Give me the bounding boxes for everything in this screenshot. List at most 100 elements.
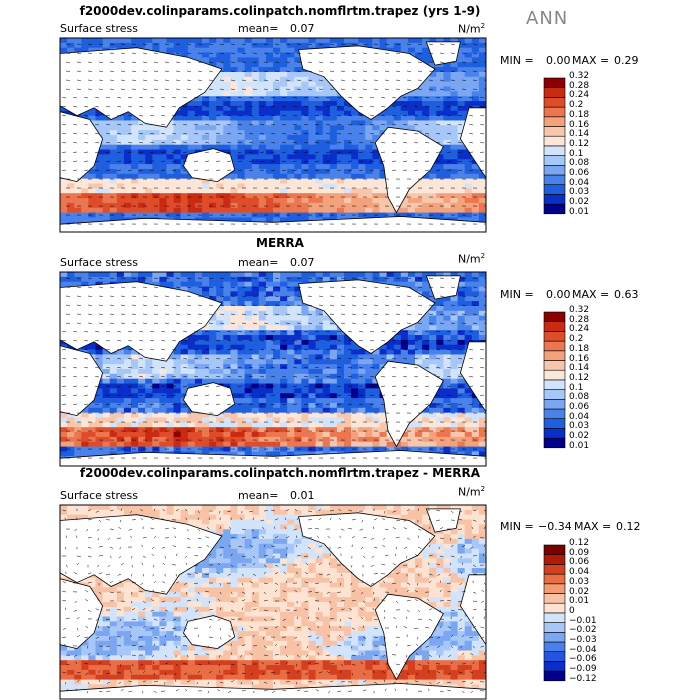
- panel-2-max-value: 0.63: [614, 288, 639, 301]
- continent-outline: [374, 360, 444, 448]
- colorbar-tick-label: 0.18: [569, 343, 590, 354]
- panel-1-frame: [59, 37, 487, 233]
- colorbar-swatch: [543, 602, 566, 614]
- colorbar-tick-label: 0.16: [569, 119, 590, 130]
- colorbar-tick-label: 0.09: [569, 547, 590, 558]
- colorbar-tick-label: 0.24: [569, 324, 590, 335]
- panel-2-units: N/m2: [458, 252, 486, 266]
- colorbar-swatch: [543, 544, 566, 555]
- panel-3-max-label: MAX =: [574, 520, 612, 533]
- colorbar-swatch: [543, 418, 566, 429]
- colorbar-swatch: [543, 116, 566, 127]
- colorbar-swatch: [543, 564, 566, 575]
- colorbar-swatch: [543, 350, 566, 361]
- colorbar-swatch: [543, 612, 566, 623]
- panel-3-frame: [59, 504, 487, 700]
- colorbar-tick-label: 0.06: [569, 168, 590, 178]
- colorbar-2: [543, 311, 566, 449]
- colorbar-tick-label: 0.2: [569, 334, 584, 345]
- continent-outline: [183, 148, 236, 183]
- colorbar-swatch: [543, 145, 566, 156]
- colorbar-swatch: [543, 77, 566, 88]
- colorbar-swatch: [543, 670, 566, 682]
- continent-outline: [298, 512, 436, 587]
- continent-outline: [425, 508, 461, 533]
- colorbar-tick-label: 0.03: [569, 187, 590, 198]
- continent-outline: [60, 450, 486, 466]
- colorbar-tick-label: 0.28: [569, 80, 590, 91]
- colorbar-swatch: [543, 165, 566, 176]
- colorbar-tick-label: −0.01: [569, 615, 597, 626]
- colorbar-swatch: [543, 126, 566, 137]
- wind-vectors: [62, 277, 486, 459]
- panel-1-min-value: 0.00: [546, 54, 571, 67]
- colorbar-swatch: [543, 97, 566, 108]
- continent-outline: [374, 593, 444, 681]
- panel-2-map: [60, 272, 486, 466]
- colorbar-tick-label: 0.18: [569, 109, 590, 120]
- colorbar-swatch: [543, 174, 566, 185]
- colorbar-tick-label: −0.03: [569, 635, 597, 645]
- colorbar-tick-label: 0.01: [569, 440, 590, 451]
- panel-1-max-label: MAX =: [572, 54, 610, 67]
- colorbar-swatch: [543, 389, 566, 400]
- panel-3-mean-label: mean=: [238, 489, 279, 502]
- panel-1-title: f2000dev.colinparams.colinpatch.nomflrtm…: [79, 4, 481, 18]
- colorbar-tick-label: 0.32: [569, 71, 590, 81]
- panel-1-map: [60, 38, 486, 232]
- colorbar-tick-label: 0.14: [569, 129, 590, 140]
- colorbar-tick-label: 0.28: [569, 314, 590, 325]
- colorbar-swatch: [543, 641, 566, 652]
- colorbar-tick-label: 0.03: [569, 576, 590, 587]
- colorbar-tick-label: 0.12: [569, 538, 590, 548]
- colorbar-tick-label: 0.12: [569, 372, 590, 383]
- panel-1-mean-value: 0.07: [290, 22, 315, 35]
- continent-outline: [374, 126, 444, 214]
- panel-3-mean-value: 0.01: [290, 489, 315, 502]
- continent-outline: [60, 578, 104, 650]
- colorbar-swatch: [543, 311, 566, 322]
- panel-2-min-label: MIN =: [500, 288, 534, 301]
- colorbar-tick-label: 0.08: [569, 392, 590, 403]
- continent-outline: [60, 683, 486, 699]
- panel-3-max-value: 0.12: [616, 520, 641, 533]
- colorbar-tick-label: 0.02: [569, 431, 590, 442]
- colorbar-tick-label: 0.02: [569, 586, 590, 597]
- colorbar-tick-label: 0.06: [569, 402, 590, 412]
- panel-2-title: MERRA: [256, 236, 304, 250]
- continent-outline: [60, 47, 223, 128]
- colorbar-swatch: [543, 87, 566, 98]
- colorbar-swatch: [543, 631, 566, 643]
- colorbar-swatch: [543, 408, 566, 419]
- colorbar-tick-label: 0.12: [569, 138, 590, 149]
- colorbar-tick-label: 0.04: [569, 567, 590, 578]
- colorbar-swatch: [543, 135, 566, 147]
- colorbar-tick-label: −0.02: [569, 625, 597, 636]
- colorbar-tick-label: 0.01: [569, 206, 590, 217]
- colorbar-tick-label: −0.09: [569, 664, 597, 675]
- continent-outline: [60, 216, 486, 232]
- colorbar-swatch: [543, 554, 566, 565]
- colorbar-tick-label: −0.04: [569, 644, 597, 655]
- colorbar-tick-label: 0.01: [569, 596, 590, 607]
- colorbar-swatch: [543, 106, 566, 118]
- colorbar-swatch: [543, 340, 566, 352]
- colorbar-1: [543, 77, 566, 215]
- colorbar-swatch: [543, 379, 566, 390]
- colorbar-swatch: [543, 369, 566, 381]
- colorbar-tick-label: 0.08: [569, 158, 590, 169]
- colorbar-tick-label: 0.16: [569, 353, 590, 364]
- colorbar-swatch: [543, 360, 566, 371]
- panel-1-max-value: 0.29: [614, 54, 639, 67]
- colorbar-swatch: [543, 437, 566, 449]
- panel-2-variable: Surface stress: [60, 256, 138, 269]
- colorbar-tick-label: 0.1: [569, 148, 584, 159]
- continent-outline: [183, 615, 236, 650]
- colorbar-tick-label: 0.2: [569, 100, 584, 111]
- colorbar-tick-label: −0.12: [569, 673, 597, 684]
- colorbar-swatch: [543, 398, 566, 410]
- colorbar-swatch: [543, 194, 566, 205]
- wind-vectors: [62, 43, 486, 225]
- panel-3-min-value: −0.34: [538, 520, 572, 533]
